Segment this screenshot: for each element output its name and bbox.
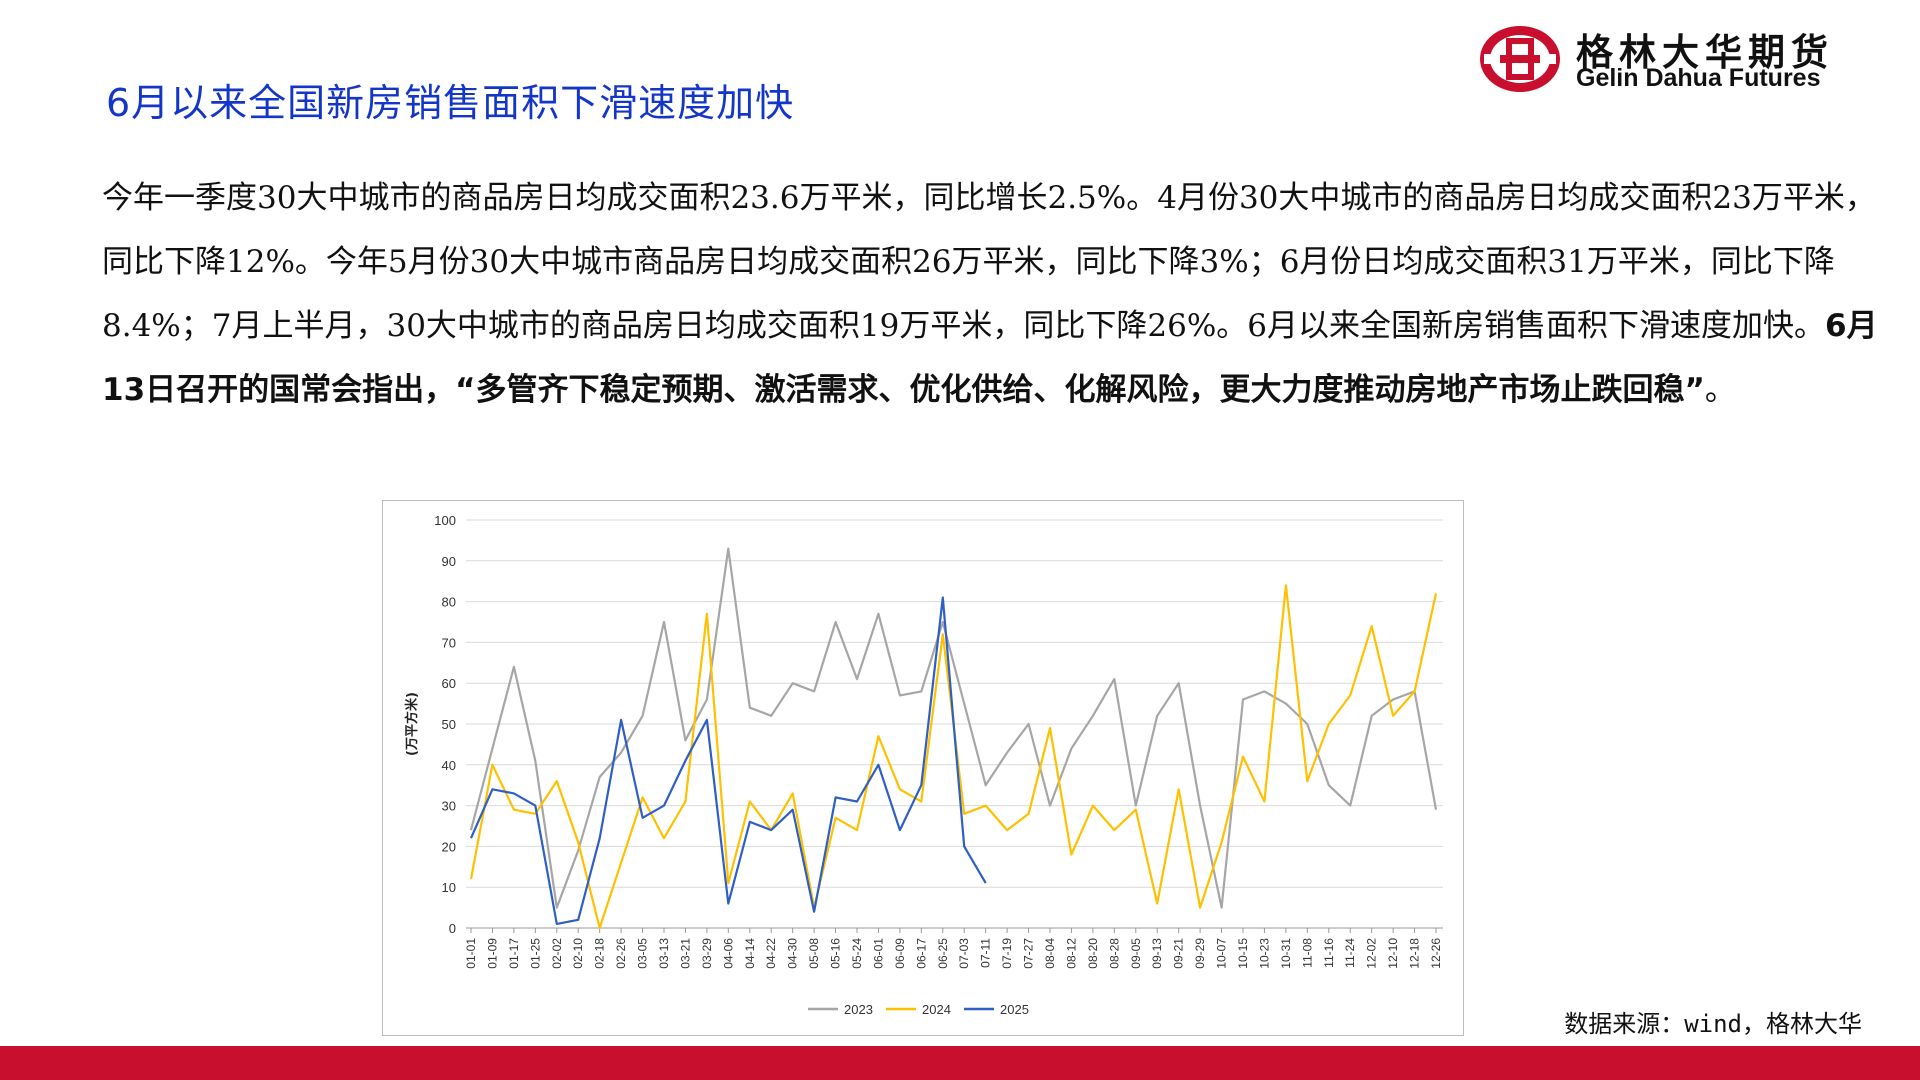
- series-line-2025: [469, 596, 987, 925]
- x-tick-label: 07-03: [957, 938, 971, 969]
- x-tick-label: 10-07: [1215, 938, 1229, 969]
- x-tick-label: 03-29: [700, 938, 714, 969]
- x-tick-label: 04-06: [721, 938, 735, 969]
- x-tick-label: 05-16: [829, 938, 843, 969]
- y-tick-label: 70: [442, 635, 456, 650]
- bottom-brand-bar: [0, 1046, 1920, 1080]
- y-tick-label: 10: [442, 880, 456, 895]
- data-source-note: 数据来源：wind，格林大华: [1564, 1010, 1862, 1038]
- x-tick-label: 12-26: [1429, 938, 1443, 969]
- x-tick-label: 05-24: [850, 938, 864, 969]
- x-tick-label: 12-10: [1386, 938, 1400, 969]
- y-tick-label: 30: [442, 799, 456, 814]
- page-title: 6月以来全国新房销售面积下滑速度加快: [106, 81, 795, 125]
- body-text-end: 。: [1704, 372, 1736, 408]
- x-tick-label: 01-01: [464, 938, 478, 969]
- x-tick-label: 12-18: [1408, 938, 1422, 969]
- x-tick-label: 02-10: [571, 938, 585, 969]
- body-text-bold: 6月13日召开的国常会指出，“多管齐下稳定预期、激活需求、优化供给、化解风险，更…: [102, 308, 1878, 408]
- x-tick-label: 06-25: [936, 938, 950, 969]
- company-logo: 格林大华期货 Gelin Dahua Futures: [1478, 22, 1878, 94]
- y-tick-label: 40: [442, 758, 456, 773]
- x-tick-label: 12-02: [1365, 938, 1379, 969]
- x-tick-label: 10-31: [1279, 938, 1293, 969]
- line-chart: 0 10 20 30 40 50 60 70 80 90 100 01-01 01-09 01-17 01-…: [404, 513, 1443, 1017]
- x-tick-label: 03-13: [657, 938, 671, 969]
- x-tick-label: 08-04: [1043, 938, 1057, 969]
- x-tick-label: 08-28: [1107, 938, 1121, 969]
- logo-mark-icon: [1480, 26, 1560, 92]
- y-tick-label: 20: [442, 839, 456, 854]
- x-tick-label: 08-20: [1086, 938, 1100, 969]
- x-tick-label: 05-08: [807, 938, 821, 969]
- x-tick-label: 04-14: [743, 938, 757, 969]
- x-tick-label: 03-05: [636, 938, 650, 969]
- x-tick-label: 11-08: [1300, 938, 1314, 968]
- series-lines: [469, 547, 1438, 930]
- body-paragraph: 今年一季度30大中城市的商品房日均成交面积23.6万平米，同比增长2.5%。4月…: [102, 166, 1892, 422]
- y-tick-label: 100: [434, 513, 456, 528]
- x-tick-label: 01-09: [485, 938, 499, 969]
- x-tick-label: 02-26: [614, 938, 628, 969]
- y-axis-label: (万平方米): [404, 692, 420, 756]
- y-tick-label: 60: [442, 676, 456, 691]
- x-tick-label: 01-17: [507, 938, 521, 969]
- body-text-plain: 今年一季度30大中城市的商品房日均成交面积23.6万平米，同比增长2.5%。4月…: [102, 180, 1876, 344]
- y-tick-label: 90: [442, 554, 456, 569]
- x-tick-label: 11-16: [1322, 938, 1336, 968]
- x-tick-label: 07-11: [979, 938, 993, 968]
- legend-label: 2023: [844, 1002, 873, 1017]
- x-tick-label: 10-15: [1236, 938, 1250, 969]
- x-tick-label: 03-21: [678, 938, 692, 969]
- x-tick-label: 06-09: [893, 938, 907, 969]
- x-tick-label: 02-18: [593, 938, 607, 969]
- series-line-2024: [469, 584, 1438, 930]
- x-tick-label: 09-05: [1129, 938, 1143, 969]
- logo-text-en: Gelin Dahua Futures: [1576, 64, 1821, 92]
- x-tick-label: 09-13: [1150, 938, 1164, 969]
- y-tick-label: 50: [442, 717, 456, 732]
- axes: 0 10 20 30 40 50 60 70 80 90 100 01-01 01-09 01-17 01-…: [404, 513, 1443, 969]
- x-tick-label: 04-22: [764, 938, 778, 969]
- legend-label: 2025: [1000, 1002, 1029, 1017]
- legend: 2023 2024 2025: [808, 1002, 1029, 1017]
- x-tick-label: 04-30: [786, 938, 800, 969]
- x-tick-label: 06-01: [871, 938, 885, 969]
- x-tick-label: 11-24: [1343, 938, 1357, 968]
- logo-text-cn: 格林大华期货: [1576, 31, 1834, 74]
- x-tick-label: 07-19: [1000, 938, 1014, 969]
- x-tick-label: 06-17: [914, 938, 928, 969]
- legend-label: 2024: [922, 1002, 951, 1017]
- x-tick-label: 01-25: [528, 938, 542, 969]
- y-tick-label: 80: [442, 595, 456, 610]
- x-tick-label: 10-23: [1257, 938, 1271, 969]
- x-tick-label: 02-02: [550, 938, 564, 969]
- x-tick-label: 07-27: [1022, 938, 1036, 969]
- x-tick-label: 09-29: [1193, 938, 1207, 969]
- x-tick-label: 08-12: [1064, 938, 1078, 969]
- x-tick-label: 09-21: [1172, 938, 1186, 969]
- y-tick-label: 0: [449, 921, 456, 936]
- chart-container: 0 10 20 30 40 50 60 70 80 90 100 01-01 01-09 01-17 01-…: [382, 500, 1464, 1036]
